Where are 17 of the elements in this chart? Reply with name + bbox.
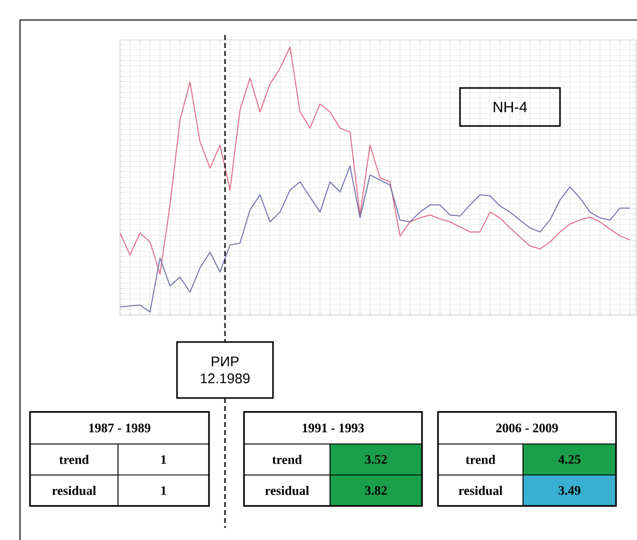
text: 2006 - 2009 [496,424,558,432]
text: РИР 12.1989 [200,356,250,384]
text: 1 [161,486,166,495]
text: residual [265,486,309,496]
text: 1991 - 1993 [302,424,364,432]
text: 3.49 [558,486,580,495]
text: 1987 - 1989 [89,424,150,432]
text: 3.52 [365,455,387,464]
text: trend [59,454,89,464]
text: residual [52,486,96,496]
text: 3.82 [365,486,387,495]
annotation: NH-4 [494,102,527,112]
text: 1 [161,455,166,464]
text: residual [458,486,502,496]
text: trend [272,454,302,464]
text: trend [466,454,496,464]
text: 4.25 [558,455,580,464]
